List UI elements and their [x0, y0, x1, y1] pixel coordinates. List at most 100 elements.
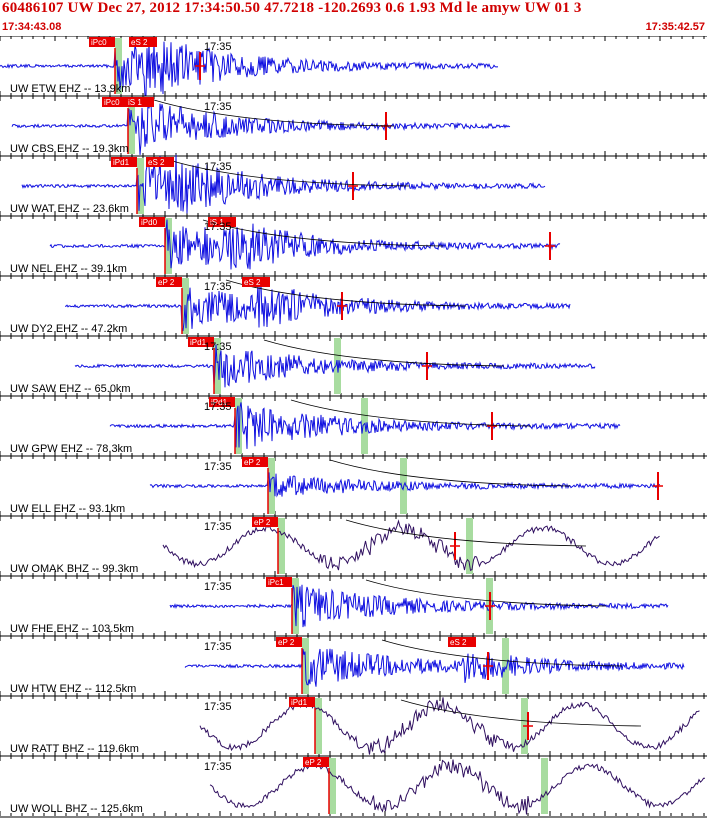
trace-row[interactable]: eP 2 eS 2 17:35 UW DY2 EHZ -- 47.2km: [0, 275, 707, 336]
moveout-curve: [365, 579, 607, 607]
s-pick-label[interactable]: eS 2: [129, 37, 157, 47]
p-pick-label[interactable]: iPd1: [209, 397, 235, 407]
pick-box: [242, 277, 270, 287]
s-pick-label[interactable]: iS 1: [126, 97, 154, 107]
pick-box: [188, 337, 214, 347]
p-pick-label[interactable]: iPc0: [89, 37, 115, 47]
moveout-curve: [290, 399, 532, 427]
s-window: [541, 758, 548, 814]
station-label: UW GPW EHZ -- 78.3km: [10, 443, 132, 455]
trace-row[interactable]: iPc0 iS 1 17:35 UW CBS EHZ -- 19.3km: [0, 95, 707, 156]
trace-row[interactable]: iPd1 eS 2 17:35 UW WAT EHZ -- 23.6km: [0, 154, 707, 216]
pick-text: iPd1: [190, 338, 207, 347]
p-window: [315, 698, 322, 754]
moveout-curve: [400, 699, 642, 727]
trace-row[interactable]: iPc1 17:35 UW FHE EHZ -- 103.5km: [0, 575, 707, 636]
waveform[interactable]: [0, 39, 499, 97]
pick-text: iS 1: [128, 98, 142, 107]
time-mark-label: 17:35: [204, 401, 232, 413]
s-pick-label[interactable]: eS 2: [242, 277, 270, 287]
p-pick-label[interactable]: eP 2: [242, 457, 268, 467]
waveform[interactable]: [149, 472, 661, 498]
time-mark-label: 17:35: [204, 341, 232, 353]
trace-row[interactable]: eP 2 17:35 UW WOLL BHZ -- 125.6km: [0, 755, 707, 816]
trace-row[interactable]: eP 2 17:35 UW OMAK BHZ -- 99.3km: [0, 515, 707, 576]
time-mark-label: 17:35: [204, 641, 232, 653]
time-mark-label: 17:35: [204, 761, 232, 773]
time-mark-label: 17:35: [204, 161, 232, 173]
time-mark-label: 17:35: [204, 41, 232, 53]
s-window: [466, 518, 473, 574]
station-label: UW ETW EHZ -- 13.9km: [10, 83, 130, 95]
p-window: [268, 458, 275, 514]
pick-box: [289, 697, 315, 707]
p-pick-label[interactable]: iPc1: [266, 577, 292, 587]
pick-box: [89, 37, 115, 47]
s-pick-label[interactable]: eS 2: [448, 637, 476, 647]
waveform[interactable]: [49, 219, 561, 270]
seismogram-panel[interactable]: iPc0 eS 2 17:35 UW ETW EHZ -- 13.9km iPc0 iS …: [0, 36, 707, 818]
station-label: UW FHE EHZ -- 103.5km: [10, 623, 134, 635]
p-window: [292, 578, 299, 634]
pick-box: [111, 157, 137, 167]
time-mark-label: 17:35: [204, 281, 232, 293]
pick-text: iPd1: [211, 398, 228, 407]
pick-text: iPc1: [268, 578, 284, 587]
s-window: [361, 398, 368, 454]
waveform[interactable]: [169, 584, 669, 628]
waveform[interactable]: [209, 759, 705, 815]
s-pick-label[interactable]: iS 1: [208, 217, 236, 227]
waveform[interactable]: [184, 648, 685, 687]
p-pick-label[interactable]: eP 2: [303, 757, 329, 767]
waveform[interactable]: [74, 344, 596, 388]
trace-row[interactable]: eP 2 eS 2 17:35 UW HTW EHZ -- 112.5km: [0, 635, 707, 696]
station-label: UW CBS EHZ -- 19.3km: [10, 143, 129, 155]
p-pick-label[interactable]: eP 2: [252, 517, 278, 527]
p-pick-label[interactable]: iPd1: [111, 157, 137, 167]
p-pick-label[interactable]: iPd1: [289, 697, 315, 707]
waveform[interactable]: [11, 99, 511, 155]
p-pick-label[interactable]: eP 2: [156, 277, 182, 287]
pick-box: [139, 217, 165, 227]
time-mark-label: 17:35: [204, 221, 232, 233]
p-pick-label[interactable]: eP 2: [276, 637, 302, 647]
start-time: 17:34:43.08: [2, 21, 62, 33]
pick-text: iPc0: [104, 98, 120, 107]
time-mark-label: 17:35: [204, 461, 232, 473]
trace-row[interactable]: iPc0 eS 2 17:35 UW ETW EHZ -- 13.9km: [0, 36, 707, 97]
pick-box: [129, 37, 157, 47]
s-window: [502, 638, 509, 694]
p-pick-label[interactable]: iPd0: [139, 217, 165, 227]
pick-box: [209, 397, 235, 407]
pick-text: eP 2: [278, 638, 295, 647]
end-time: 17:35:42.57: [645, 21, 705, 33]
pick-text: iPd1: [113, 158, 130, 167]
moveout-curve: [168, 159, 410, 187]
trace-row[interactable]: iPd0 iS 117:35 UW NEL EHZ -- 39.1km: [0, 215, 707, 276]
moveout-curve: [345, 519, 587, 547]
p-pick-label[interactable]: iPc0: [102, 97, 128, 107]
pick-box: [252, 517, 278, 527]
waveform[interactable]: [109, 402, 621, 449]
time-mark-label: 17:35: [204, 581, 232, 593]
p-window: [128, 98, 135, 154]
waveform[interactable]: [162, 519, 660, 572]
pick-box: [208, 217, 236, 227]
waveform[interactable]: [199, 697, 700, 755]
pick-box: [266, 577, 292, 587]
moveout-curve: [153, 99, 395, 127]
s-pick-label[interactable]: eS 2: [146, 157, 174, 167]
trace-row[interactable]: iPd1 17:35 UW RATT BHZ -- 119.6km: [0, 695, 707, 756]
pick-text: iPd0: [141, 218, 158, 227]
pick-text: eS 2: [131, 38, 148, 47]
station-label: UW RATT BHZ -- 119.6km: [10, 743, 139, 755]
pick-text: eS 2: [148, 158, 165, 167]
p-pick-label[interactable]: iPd1: [188, 337, 214, 347]
station-label: UW NEL EHZ -- 39.1km: [10, 263, 127, 275]
waveform[interactable]: [21, 154, 546, 214]
trace-row[interactable]: eP 2 17:35 UW ELL EHZ -- 93.1km: [0, 455, 707, 516]
waveform[interactable]: [65, 281, 571, 332]
station-label: UW SAW EHZ -- 65.0km: [10, 383, 131, 395]
